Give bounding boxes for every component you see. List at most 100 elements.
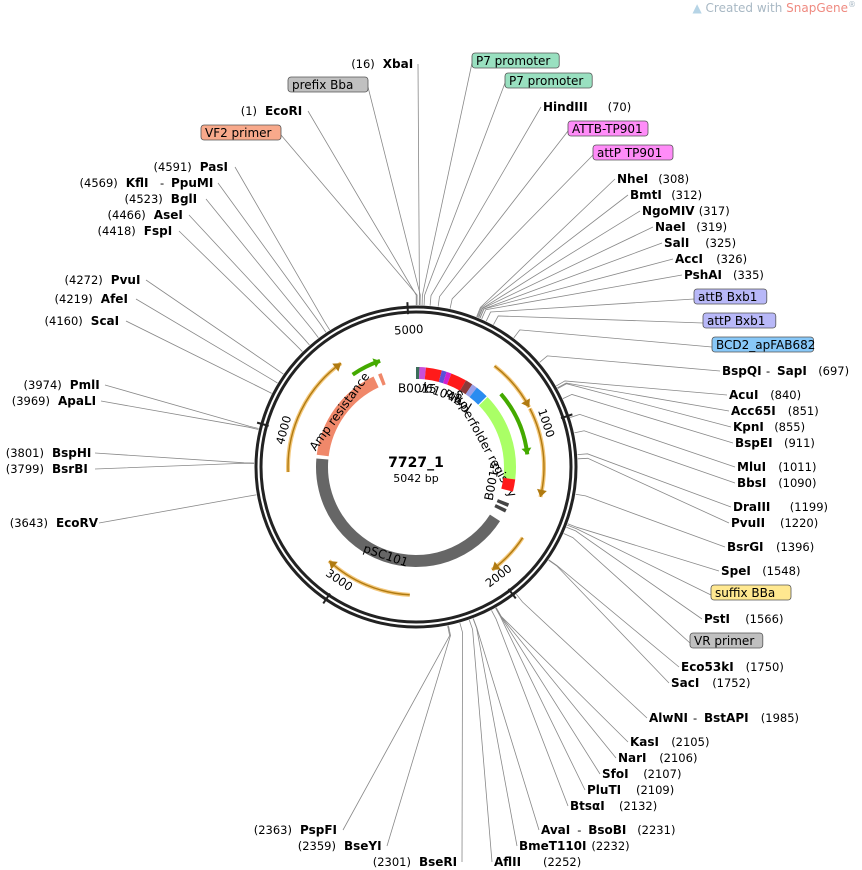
- cut-position: (1985): [761, 711, 799, 725]
- leader-line: [495, 607, 617, 759]
- label-box: [567, 120, 649, 137]
- label-box: [592, 144, 674, 161]
- enzyme-name: AseI: [154, 208, 183, 222]
- enzyme-name: BsrBI: [52, 462, 88, 476]
- leader-line: [479, 258, 674, 319]
- site-labels: XbaI (16) prefix Bba EcoRI (1) VF2 primer PasI…: [6, 52, 849, 869]
- cut-position: (3799): [6, 462, 44, 476]
- site-label: NaeI (319): [655, 220, 727, 234]
- site-label: BbsI (1090): [737, 476, 816, 490]
- direction-arrow-line: [529, 408, 545, 498]
- leader-line: [577, 457, 730, 524]
- enzyme-name: EcoRV: [56, 516, 99, 530]
- direction-arrowhead: [537, 488, 547, 497]
- enzyme-name: BglI: [171, 192, 197, 206]
- watermark-mark: ®: [848, 0, 856, 9]
- leader-line: [495, 607, 586, 791]
- leader-line: [562, 394, 734, 444]
- cut-position: (1750): [746, 660, 784, 674]
- cut-position: (851): [788, 404, 819, 418]
- feature-sfgfp: [478, 397, 516, 480]
- label-box: [702, 312, 777, 329]
- enzyme-separator: -: [577, 823, 581, 837]
- site-label: attP TP901: [592, 144, 674, 161]
- leader-line: [342, 625, 451, 831]
- leader-line: [491, 610, 569, 807]
- enzyme-separator: -: [160, 176, 164, 190]
- direction-arrowhead: [492, 561, 501, 570]
- enzyme-name: PluTI: [587, 783, 621, 797]
- leader-line: [145, 279, 284, 375]
- feature-term3: [494, 504, 507, 513]
- leader-line: [539, 355, 721, 372]
- site-label: BmeT110I (2232): [519, 839, 630, 853]
- label-box: [504, 72, 593, 89]
- watermark-prefix: Created with: [705, 1, 787, 15]
- snapgene-watermark: ▲ Created with SnapGene®: [693, 0, 857, 15]
- backbone-outer-strand: [254, 305, 578, 629]
- label-box: [471, 52, 560, 69]
- site-label: AvaI - BsoBI (2231): [541, 823, 675, 837]
- site-label: VR primer: [689, 632, 764, 649]
- enzyme-name: BtsαI: [570, 799, 605, 813]
- site-label: ApaLI (3969): [12, 394, 96, 408]
- site-label: EcoRV (3643): [10, 516, 99, 530]
- tick-mark: [406, 302, 409, 315]
- leader-line: [449, 154, 594, 309]
- feature-amp_p: [378, 373, 386, 386]
- site-label: NarI (2106): [618, 751, 697, 765]
- leader-line: [567, 523, 720, 572]
- label-box-text: ATTB-TP901: [572, 122, 643, 136]
- cut-position: (317): [699, 204, 730, 218]
- cut-position: (2231): [637, 823, 675, 837]
- leader-line: [280, 134, 418, 306]
- direction-arrow-band: [493, 364, 531, 409]
- leader-line: [575, 493, 726, 548]
- cut-position: (4466): [108, 208, 146, 222]
- leader-line: [516, 593, 648, 719]
- site-label: BsrBI (3799): [6, 462, 88, 476]
- cut-position: (325): [705, 236, 736, 250]
- feature-B0015_b: [501, 477, 516, 492]
- feature-label-pSC101: pSC101: [362, 541, 411, 569]
- cut-position: (4523): [125, 192, 163, 206]
- enzyme-name: Acc65I: [731, 404, 776, 418]
- leader-line: [367, 86, 421, 306]
- direction-arrowhead: [332, 363, 342, 372]
- cut-position: (697): [818, 364, 849, 378]
- enzyme-name: PstI: [704, 612, 730, 626]
- site-label: MluI (1011): [737, 460, 816, 474]
- leader-line: [563, 533, 691, 644]
- leader-line: [495, 607, 601, 775]
- cut-position: (4591): [154, 160, 192, 174]
- enzyme-name: ScaI: [91, 314, 119, 328]
- feature-amp: [316, 376, 379, 457]
- direction-arrowhead: [329, 560, 338, 570]
- cut-position: (3969): [12, 394, 50, 408]
- cut-position: (1199): [790, 500, 828, 514]
- leader-line: [135, 298, 278, 384]
- direction-arrow-line: [328, 560, 410, 596]
- plasmid-backbone: [254, 305, 578, 629]
- enzyme-name: BmeT110I: [519, 839, 587, 853]
- cut-position: (855): [774, 420, 805, 434]
- site-label: PvuII (1220): [731, 516, 818, 530]
- leader-line: [485, 298, 695, 322]
- cut-position: (2252): [543, 855, 581, 869]
- cut-position: (2109): [636, 783, 674, 797]
- cut-position: (4418): [98, 224, 136, 238]
- snapgene-logo-icon: ▲: [692, 1, 706, 15]
- leader-line: [477, 210, 641, 318]
- enzyme-name: SacI: [671, 676, 699, 690]
- site-label: PasI (4591): [154, 160, 228, 174]
- backbone-inner-strand: [259, 310, 573, 624]
- enzyme-name: XbaI: [383, 57, 413, 71]
- leader-line: [188, 214, 310, 346]
- enzyme-name: HindIII: [543, 100, 588, 114]
- enzyme-name: BsrGI: [727, 540, 764, 554]
- enzyme-name: Eco53kI: [681, 660, 734, 674]
- site-label: attP Bxb1: [702, 312, 777, 329]
- leader-line: [548, 559, 680, 668]
- leader-line: [386, 625, 451, 847]
- cut-position: (3974): [24, 378, 62, 392]
